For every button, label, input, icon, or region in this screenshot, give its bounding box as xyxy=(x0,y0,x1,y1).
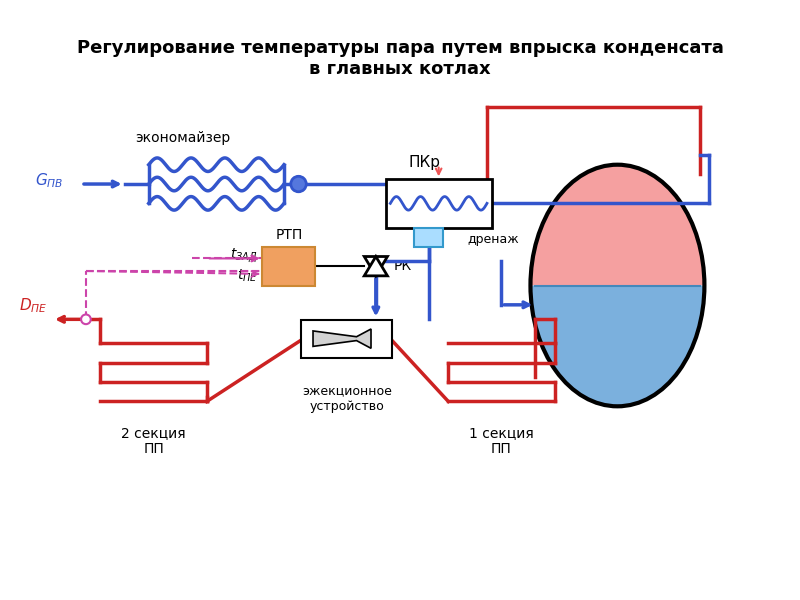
Text: ПКр: ПКр xyxy=(408,155,440,170)
Polygon shape xyxy=(530,286,705,406)
Circle shape xyxy=(81,314,90,324)
Text: $G_{ПВ}$: $G_{ПВ}$ xyxy=(35,171,64,190)
FancyBboxPatch shape xyxy=(386,179,492,227)
Polygon shape xyxy=(530,165,705,286)
Text: эжекционное
устройство: эжекционное устройство xyxy=(302,385,392,413)
Circle shape xyxy=(290,176,306,192)
Polygon shape xyxy=(313,329,371,349)
FancyBboxPatch shape xyxy=(414,227,443,247)
Polygon shape xyxy=(364,257,387,276)
Text: РК: РК xyxy=(394,259,411,273)
Text: $D_{ПЕ}$: $D_{ПЕ}$ xyxy=(19,297,47,316)
Text: $t_{ПЕ}$: $t_{ПЕ}$ xyxy=(237,268,258,284)
Text: РТП: РТП xyxy=(275,228,302,242)
FancyBboxPatch shape xyxy=(262,247,315,286)
Text: Регулирование температуры пара путем впрыска конденсата
в главных котлах: Регулирование температуры пара путем впр… xyxy=(77,39,723,78)
Text: дренаж: дренаж xyxy=(468,233,519,245)
FancyBboxPatch shape xyxy=(302,320,392,358)
Text: экономайзер: экономайзер xyxy=(135,131,230,145)
Text: 1 секция
ПП: 1 секция ПП xyxy=(469,425,534,456)
Polygon shape xyxy=(364,257,387,276)
Text: 2 секция
ПП: 2 секция ПП xyxy=(122,425,186,456)
Text: $t_{ЗАД}$: $t_{ЗАД}$ xyxy=(230,247,258,266)
